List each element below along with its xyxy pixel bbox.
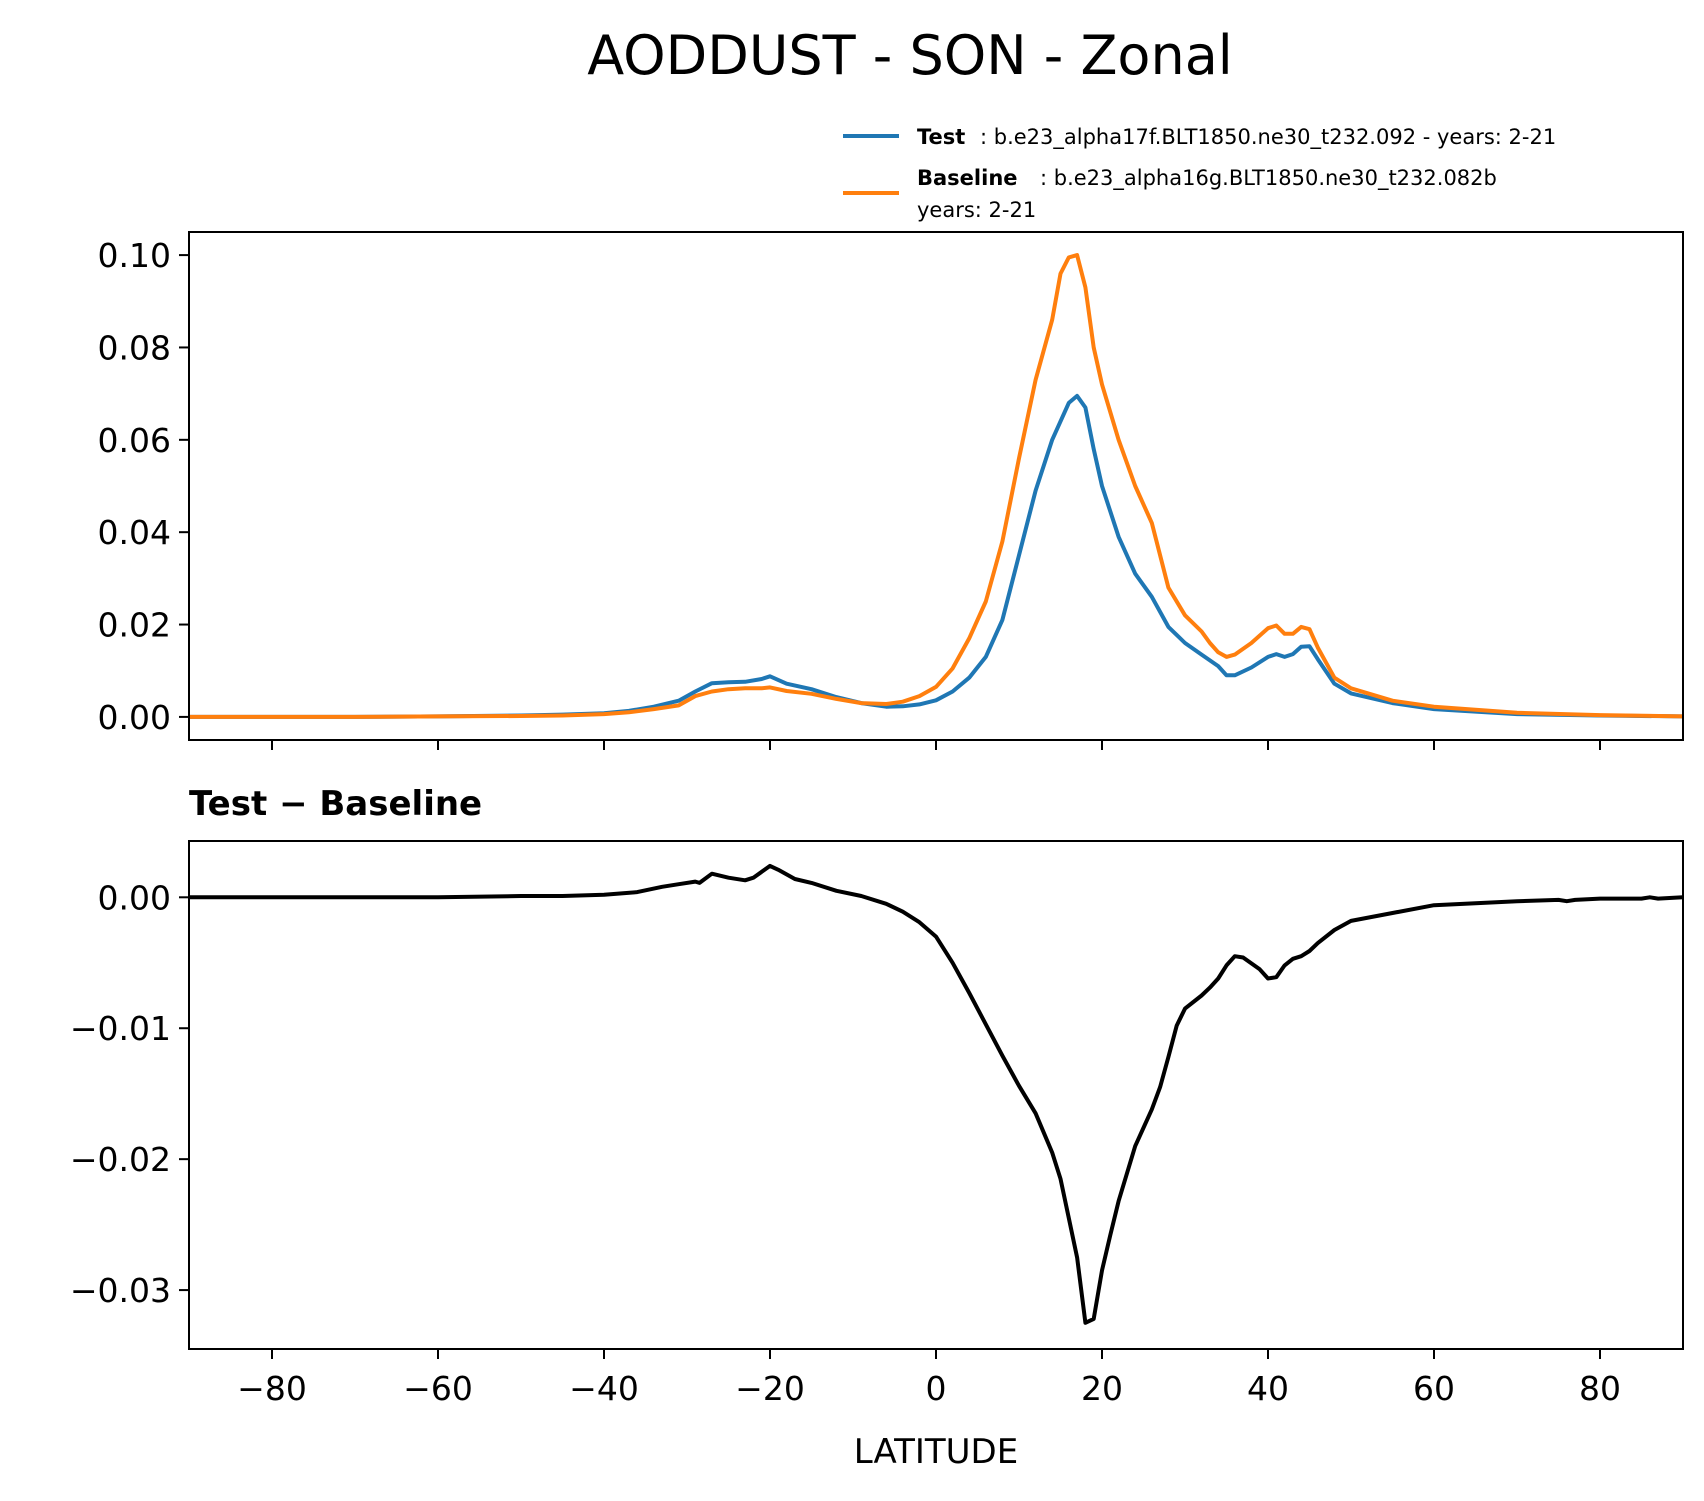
legend-desc-baseline: : b.e23_alpha16g.BLT1850.ne30_t232.082b [1040, 166, 1497, 191]
top-series-lines [189, 253, 1683, 719]
x-tick-label: 80 [1579, 1369, 1621, 1408]
bottom-series-lines [189, 863, 1683, 1325]
top-x-ticks [271, 740, 1601, 750]
x-tick-label: −20 [735, 1369, 805, 1408]
x-axis-label: LATITUDE [854, 1432, 1018, 1472]
series-line-test-baseline [189, 863, 1683, 1325]
top-axes: 0.00 0.02 0.04 0.06 0.08 0.10 [98, 231, 1684, 750]
bottom-y-tick-label: −0.03 [70, 1271, 171, 1310]
x-tick-label: 40 [1247, 1369, 1289, 1408]
top-y-tick-label: 0.06 [98, 421, 171, 460]
legend-label-baseline: Baseline [917, 166, 1018, 190]
top-y-tick-label: 0.00 [98, 698, 171, 737]
series-line-test [189, 393, 1683, 719]
difference-panel-title: Test − Baseline [189, 784, 482, 824]
bottom-y-tick-label: 0.00 [98, 878, 171, 917]
bottom-x-ticks: −80 −60 −40 −20 0 20 40 60 80 [237, 1349, 1621, 1408]
bottom-axes: Test − Baseline 0.00−0.01−0.02−0.03 −80−… [70, 784, 1684, 1472]
top-y-tick-label: 0.10 [98, 236, 171, 275]
bottom-y-ticks: 0.00 −0.01 −0.02 −0.03 [70, 878, 189, 1310]
top-y-tick-label: 0.04 [98, 513, 171, 552]
x-tick-label: 20 [1081, 1369, 1123, 1408]
series-line-baseline [189, 253, 1683, 719]
x-tick-label: −40 [569, 1369, 639, 1408]
x-tick-label: −60 [403, 1369, 473, 1408]
top-y-ticks: 0.00 0.02 0.04 0.06 0.08 0.10 [98, 236, 189, 737]
x-tick-label: 60 [1413, 1369, 1455, 1408]
x-tick-label: 0 [926, 1369, 947, 1408]
top-y-tick-label: 0.02 [98, 606, 171, 645]
legend-desc2-baseline: years: 2-21 [917, 198, 1036, 222]
bottom-y-tick-label: −0.01 [70, 1009, 171, 1048]
top-y-tick-label: 0.08 [98, 328, 171, 367]
legend: Test : b.e23_alpha17f.BLT1850.ne30_t232.… [843, 125, 1556, 222]
figure-title: AODDUST - SON - Zonal [587, 24, 1233, 87]
bottom-axes-frame [188, 840, 1684, 1350]
top-axes-frame [188, 231, 1684, 741]
legend-desc-test: : b.e23_alpha17f.BLT1850.ne30_t232.092 -… [980, 125, 1556, 150]
x-tick-label: −80 [237, 1369, 307, 1408]
legend-label-test: Test [917, 125, 965, 149]
bottom-y-tick-label: −0.02 [70, 1140, 171, 1179]
